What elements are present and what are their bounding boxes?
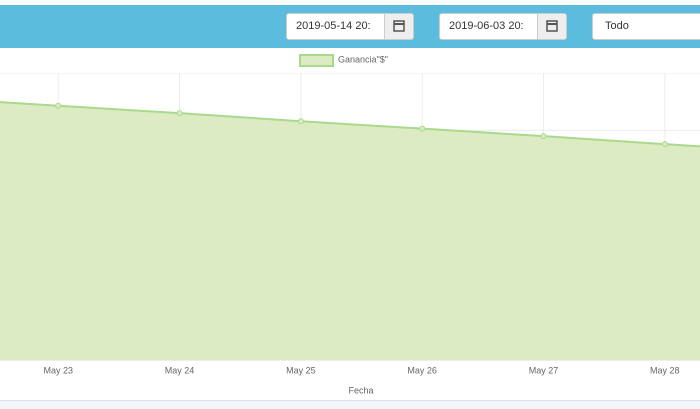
date-from[interactable]: 2019-05-14 20: [286, 13, 386, 40]
filter-select[interactable]: Todo [592, 13, 700, 40]
legend-label: Ganancia"$" [338, 54, 388, 64]
calendar-icon [546, 20, 558, 32]
legend-swatch [299, 54, 334, 67]
point [55, 102, 62, 109]
x-tick-label: May 25 [286, 365, 316, 375]
point [176, 110, 183, 117]
point [419, 125, 426, 132]
x-tick-label: May 26 [407, 365, 437, 375]
calendar-icon [393, 20, 405, 32]
x-tick-label: May 24 [165, 365, 195, 375]
chart: Ganancia"$" Fecha May 23 May 24 May 25 May … [0, 54, 700, 395]
plot [0, 73, 700, 360]
calendar-button[interactable] [384, 13, 414, 40]
calendar-button[interactable] [537, 13, 567, 40]
footer [0, 400, 700, 409]
point [540, 133, 547, 140]
area [0, 102, 700, 360]
x-tick-label: May 28 [650, 365, 680, 375]
toolbar: 2019-05-14 20: 2019-06-03 20: Todo [0, 5, 700, 48]
x-tick-label: May 23 [43, 365, 73, 375]
point [297, 118, 304, 125]
date-to[interactable]: 2019-06-03 20: [439, 13, 539, 40]
point [661, 141, 668, 148]
x-tick-label: May 27 [529, 365, 559, 375]
line [0, 101, 700, 148]
x-axis-label: Fecha [348, 385, 373, 395]
